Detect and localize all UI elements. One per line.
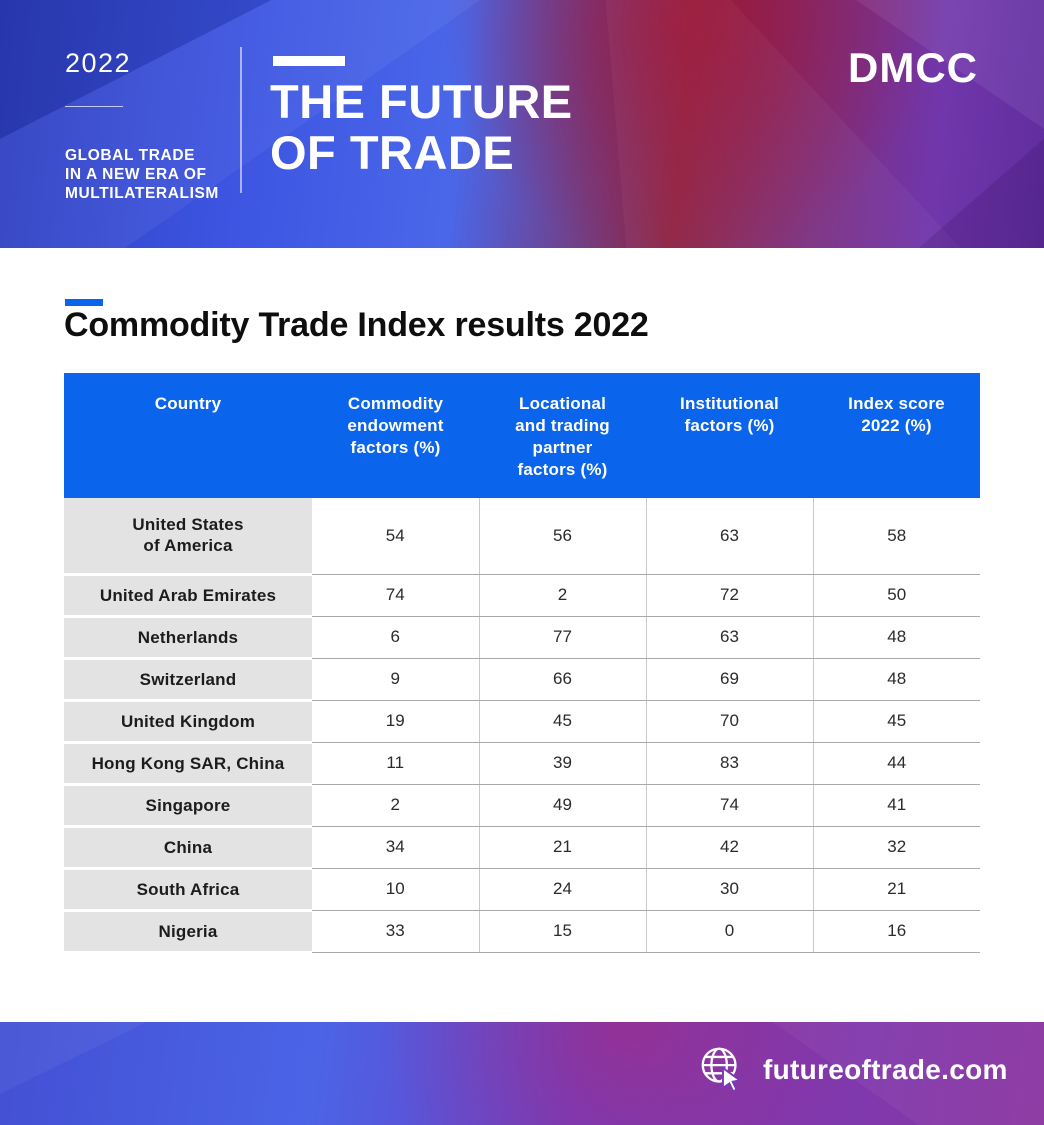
hero-title-dash: [273, 56, 345, 66]
index-table-body: United States of America 54 56 63 58 United A…: [64, 498, 980, 954]
report-year: 2022: [65, 48, 132, 78]
column-header-country: Country: [64, 373, 312, 498]
country-cell: United Arab Emirates: [64, 574, 312, 618]
country-cell: Nigeria: [64, 910, 312, 954]
value-cell: 42: [645, 826, 813, 869]
value-cell: 66: [478, 658, 646, 701]
value-cell: 0: [645, 910, 813, 953]
year-underline: [65, 106, 123, 107]
value-cell: 2: [312, 784, 479, 827]
value-cell: 48: [812, 616, 980, 659]
section-title: Commodity Trade Index results 2022: [64, 306, 649, 344]
country-cell: Singapore: [64, 784, 312, 828]
table-header: Country Commodity endowment factors (%) …: [64, 373, 980, 498]
table-row: Switzerland 9 66 69 48: [64, 658, 980, 702]
value-cell: 77: [478, 616, 646, 659]
value-cell: 11: [312, 742, 479, 785]
table-row: Hong Kong SAR, China 11 39 83 44: [64, 742, 980, 786]
value-cell: 16: [812, 910, 980, 953]
hero-banner: 2022 GLOBAL TRADE IN A NEW ERA OF MULTIL…: [0, 0, 1044, 248]
value-cell: 6: [312, 616, 479, 659]
country-cell: China: [64, 826, 312, 870]
table-row: Netherlands 6 77 63 48: [64, 616, 980, 660]
value-cell: 39: [478, 742, 646, 785]
value-cell: 69: [645, 658, 813, 701]
value-cell: 49: [478, 784, 646, 827]
country-cell: United States of America: [64, 498, 312, 576]
section-title-dash: [65, 299, 103, 306]
value-cell: 56: [478, 498, 646, 575]
report-title: THE FUTURE OF TRADE: [270, 75, 573, 179]
footer-banner: futureoftrade.com: [0, 1022, 1044, 1125]
table-header-row: Country Commodity endowment factors (%) …: [64, 373, 980, 498]
value-cell: 41: [812, 784, 980, 827]
value-cell: 83: [645, 742, 813, 785]
value-cell: 30: [645, 868, 813, 911]
value-cell: 33: [312, 910, 479, 953]
table-row: United Kingdom 19 45 70 45: [64, 700, 980, 744]
table-row: United States of America 54 56 63 58: [64, 498, 980, 576]
value-cell: 50: [812, 574, 980, 617]
value-cell: 45: [478, 700, 646, 743]
value-cell: 74: [312, 574, 479, 617]
value-cell: 70: [645, 700, 813, 743]
value-cell: 54: [312, 498, 479, 575]
value-cell: 9: [312, 658, 479, 701]
table-row: Nigeria 33 15 0 16: [64, 910, 980, 954]
value-cell: 15: [478, 910, 646, 953]
column-header-locational-trading: Locational and trading partner factors (…: [479, 373, 646, 498]
value-cell: 34: [312, 826, 479, 869]
value-cell: 19: [312, 700, 479, 743]
value-cell: 48: [812, 658, 980, 701]
column-header-institutional: Institutional factors (%): [646, 373, 813, 498]
report-subtitle: GLOBAL TRADE IN A NEW ERA OF MULTILATERA…: [65, 147, 219, 202]
value-cell: 74: [645, 784, 813, 827]
website-url: futureoftrade.com: [763, 1054, 1008, 1085]
table-row: Singapore 2 49 74 41: [64, 784, 980, 828]
country-cell: Hong Kong SAR, China: [64, 742, 312, 786]
value-cell: 44: [812, 742, 980, 785]
value-cell: 2: [478, 574, 646, 617]
column-header-index-score: Index score 2022 (%): [813, 373, 980, 498]
vertical-divider: [240, 47, 242, 193]
country-cell: United Kingdom: [64, 700, 312, 744]
value-cell: 21: [812, 868, 980, 911]
dmcc-logo: DMCC: [848, 44, 978, 91]
value-cell: 45: [812, 700, 980, 743]
commodity-trade-index-table: Country Commodity endowment factors (%) …: [64, 373, 980, 954]
country-cell: Switzerland: [64, 658, 312, 702]
value-cell: 63: [645, 616, 813, 659]
value-cell: 72: [645, 574, 813, 617]
table-row: China 34 21 42 32: [64, 826, 980, 870]
value-cell: 21: [478, 826, 646, 869]
column-header-commodity-endowment: Commodity endowment factors (%): [312, 373, 479, 498]
globe-cursor-icon: [701, 1047, 743, 1093]
table-row: United Arab Emirates 74 2 72 50: [64, 574, 980, 618]
value-cell: 24: [478, 868, 646, 911]
value-cell: 58: [812, 498, 980, 575]
table-row: South Africa 10 24 30 21: [64, 868, 980, 912]
value-cell: 32: [812, 826, 980, 869]
value-cell: 10: [312, 868, 479, 911]
value-cell: 63: [645, 498, 813, 575]
country-cell: South Africa: [64, 868, 312, 912]
country-cell: Netherlands: [64, 616, 312, 660]
